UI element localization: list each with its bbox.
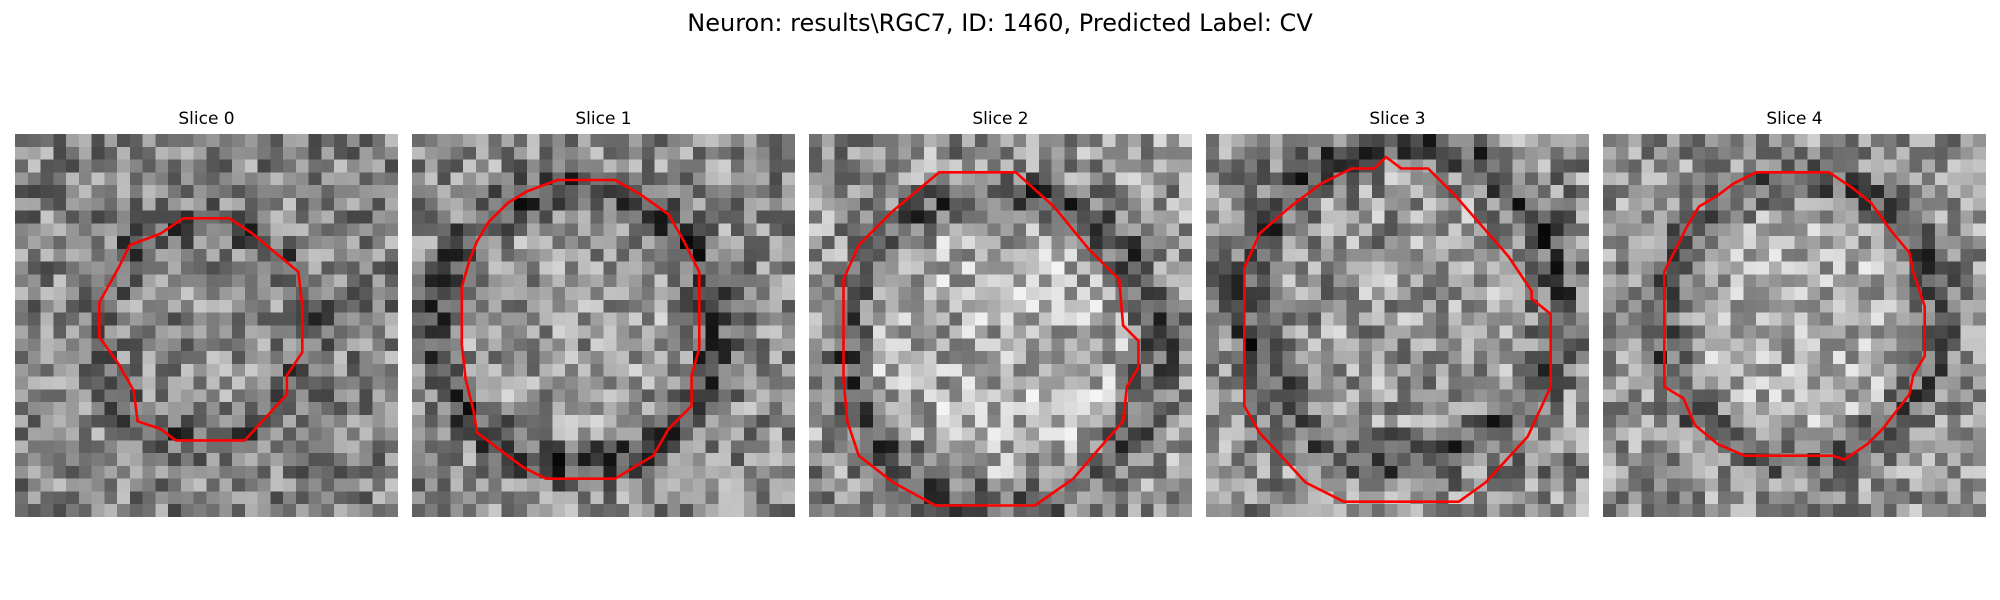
pixel-grid xyxy=(809,134,1192,517)
slice-title-4: Slice 4 xyxy=(1766,109,1823,129)
slice-title-3: Slice 3 xyxy=(1369,109,1426,129)
neuron-contour xyxy=(98,217,304,442)
pixel-grid xyxy=(412,134,795,517)
slice-image-0 xyxy=(15,134,398,517)
slice-image-2 xyxy=(809,134,1192,517)
slice-panel-3: Slice 3 xyxy=(1206,108,1589,518)
neuron-contour xyxy=(460,178,701,481)
slice-title-1: Slice 1 xyxy=(575,109,632,129)
neuron-contour xyxy=(1662,170,1927,461)
slice-panel-1: Slice 1 xyxy=(412,108,795,518)
slice-image-1 xyxy=(412,134,795,517)
slice-panel-4: Slice 4 xyxy=(1603,108,1986,518)
pixel-grid xyxy=(1206,134,1589,517)
pixel-grid xyxy=(15,134,398,517)
slice-image-4 xyxy=(1603,134,1986,517)
slice-image-3 xyxy=(1206,134,1589,517)
slice-title-2: Slice 2 xyxy=(972,109,1029,129)
slice-panel-2: Slice 2 xyxy=(809,108,1192,518)
neuron-contour xyxy=(1242,155,1553,504)
slice-title-0: Slice 0 xyxy=(178,109,235,129)
pixel-grid xyxy=(1603,134,1986,517)
neuron-contour xyxy=(842,170,1140,507)
figure-title: Neuron: results\RGC7, ID: 1460, Predicte… xyxy=(687,9,1313,37)
slice-panel-0: Slice 0 xyxy=(15,108,398,518)
